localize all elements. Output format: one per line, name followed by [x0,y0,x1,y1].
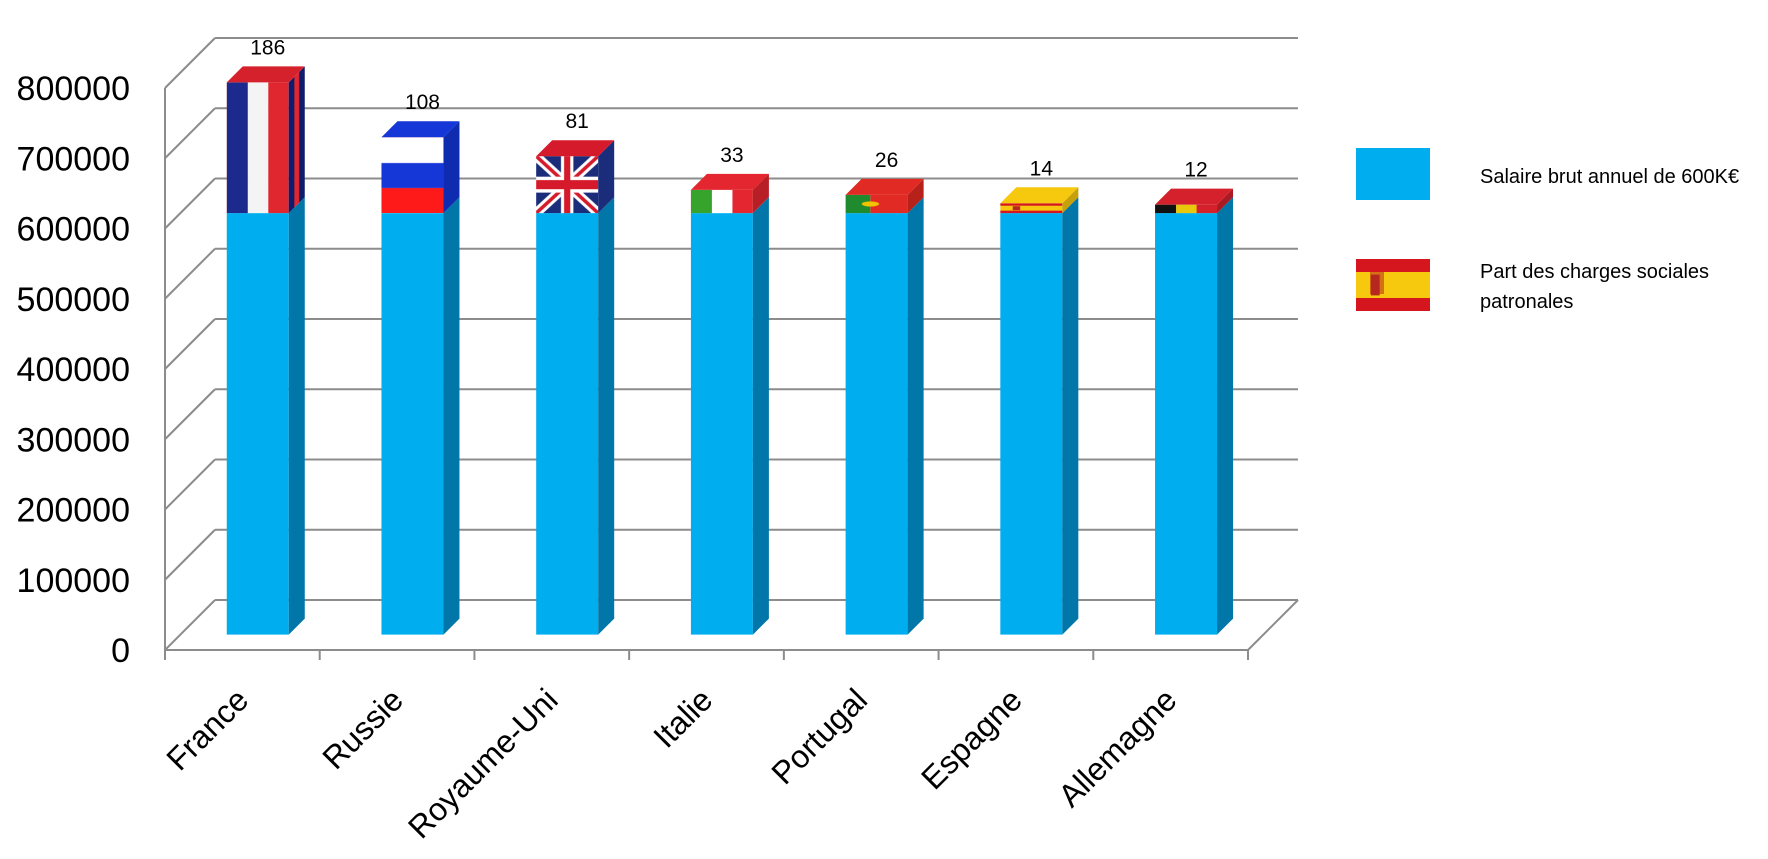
data-label: 12 [1184,159,1207,182]
x-tick-label: Russie [315,681,410,776]
gridline [164,37,1298,89]
bar-charges-front [1000,203,1063,214]
bar-charges-top [690,173,769,190]
bar-salary-front [1155,213,1218,635]
x-tick-label: Royaume-Uni [401,681,565,845]
x-tick-label: Portugal [764,681,874,791]
bar-salary-side [907,197,924,635]
bar-charges-side [598,140,615,214]
legend-swatch-salary [1356,148,1430,200]
x-tick-label: Allemagne [1051,681,1183,813]
spain-flag-icon [1356,259,1430,311]
bar-royaume-uni [536,140,615,635]
bar-charges-top [1000,187,1079,204]
y-tick-label: 500000 [17,281,130,319]
bar-charges-front [226,82,289,214]
legend-label-salary: Salaire brut annuel de 600K€ [1480,166,1739,188]
bar-salary-front [1000,213,1063,635]
bar-portugal [845,178,924,635]
x-tick-label: Italie [646,681,719,754]
bar-charges-side [443,121,460,214]
bar-charges-top [381,121,460,138]
data-label: 33 [720,144,743,167]
bar-italie [690,173,769,635]
bar-salary-front [381,213,444,635]
floor-edge [1247,599,1299,651]
y-tick-labels: 0 100000 200000 300000 400000 500000 600000 700… [17,70,130,670]
bar-charges-front [845,194,908,214]
data-label: 108 [405,91,440,114]
axes [164,88,1299,660]
legend: Salaire brut annuel de 600K€ Part des ch… [1356,148,1739,313]
y-tick-label: 300000 [17,421,130,459]
bar-salary-side [1062,197,1079,635]
y-tick-label: 800000 [17,70,130,108]
bar-charges-front [1155,204,1218,214]
bar-salary-front [845,213,908,635]
bar-charges-side [1217,188,1234,214]
bar-salary-side [288,197,305,635]
bar-espagne [1000,187,1079,635]
bar-charges-front [381,137,444,214]
bar-salary-side [598,197,615,635]
y-tick-label: 100000 [17,562,130,600]
data-label: 26 [875,149,898,172]
data-label: 81 [566,110,589,133]
bar-salary-front [226,213,289,635]
bar-charges-side [907,178,924,214]
bar-charges-top [226,66,305,83]
y-tick-label: 200000 [17,492,130,530]
bar-charges-side [288,66,305,214]
bar-charges-side [1062,187,1079,214]
bar-charges-side [752,173,769,214]
gridline [164,107,1298,159]
bar-charges-top [845,178,924,195]
bar-charges-front [536,156,599,214]
bar-salary-front [536,213,599,635]
y-tick-label: 700000 [17,140,130,178]
data-labels: 186 108 81 33 26 14 12 [250,36,1207,181]
bar-charges-top [1155,188,1234,205]
bar-france [226,66,305,635]
bar-charges-top [536,140,615,157]
data-label: 186 [250,36,285,59]
x-tick-label: France [159,681,255,777]
bar-salary-side [443,197,460,635]
bar-russie [381,121,460,635]
y-tick-label: 400000 [17,351,130,389]
legend-label-charges: Part des charges sociales patronales [1480,261,1715,313]
x-tick-label: Espagne [914,681,1029,796]
bar-salary-front [690,213,753,635]
y-tick-label: 0 [111,632,130,670]
bar-salary-side [752,197,769,635]
bars [226,66,1234,635]
data-label: 14 [1030,157,1054,180]
bar-allemagne [1155,188,1234,635]
bar-salary-side [1217,197,1234,635]
y-tick-label: 600000 [17,211,130,249]
bar-charges-front [690,189,753,214]
